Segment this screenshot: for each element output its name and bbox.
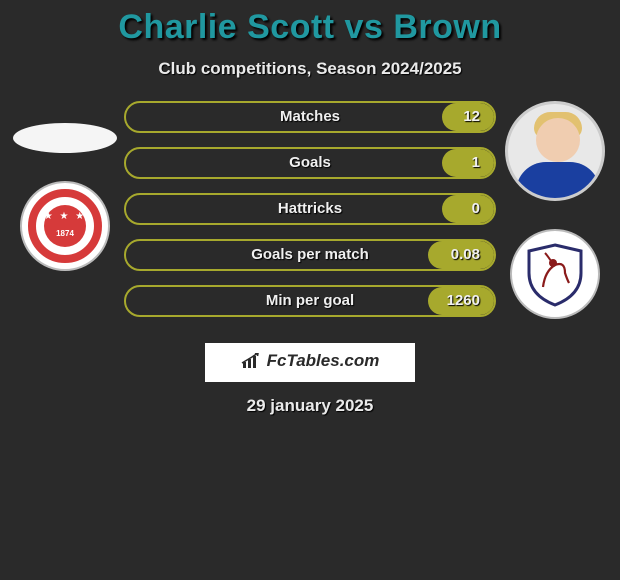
stat-label: Goals	[126, 149, 494, 177]
page-title: Charlie Scott vs Brown	[0, 8, 620, 47]
player-right-photo	[505, 101, 605, 201]
stat-label: Matches	[126, 103, 494, 131]
stat-bar: Goals per match0.08	[124, 239, 496, 271]
player-left-club-badge: ★ ★ ★ 1874	[20, 181, 110, 271]
left-column: ★ ★ ★ 1874	[10, 101, 120, 331]
stat-label: Goals per match	[126, 241, 494, 269]
stat-value-right: 1	[472, 149, 480, 177]
footer-brand[interactable]: FcTables.com	[205, 343, 415, 382]
chart-icon	[241, 353, 263, 369]
stat-bar: Hattricks0	[124, 193, 496, 225]
stat-bar: Min per goal1260	[124, 285, 496, 317]
subtitle: Club competitions, Season 2024/2025	[0, 59, 620, 79]
right-column	[500, 101, 610, 331]
stats-column: Matches12 Goals1 Hattricks0 Goals per match…	[120, 101, 500, 331]
player-left-photo	[13, 123, 117, 153]
stat-label: Min per goal	[126, 287, 494, 315]
main-row: ★ ★ ★ 1874 Matches12 Goals1 Hattricks0 Goal…	[10, 101, 610, 331]
stat-value-right: 1260	[447, 287, 480, 315]
date-label: 29 january 2025	[0, 396, 620, 416]
stat-bar: Goals1	[124, 147, 496, 179]
stat-label: Hattricks	[126, 195, 494, 223]
footer-brand-text: FcTables.com	[267, 351, 380, 371]
comparison-card: Charlie Scott vs Brown Club competitions…	[0, 0, 620, 416]
stat-value-right: 0	[472, 195, 480, 223]
stat-bar: Matches12	[124, 101, 496, 133]
player-right-club-badge	[510, 229, 600, 319]
stat-value-right: 0.08	[451, 241, 480, 269]
stat-value-right: 12	[463, 103, 480, 131]
